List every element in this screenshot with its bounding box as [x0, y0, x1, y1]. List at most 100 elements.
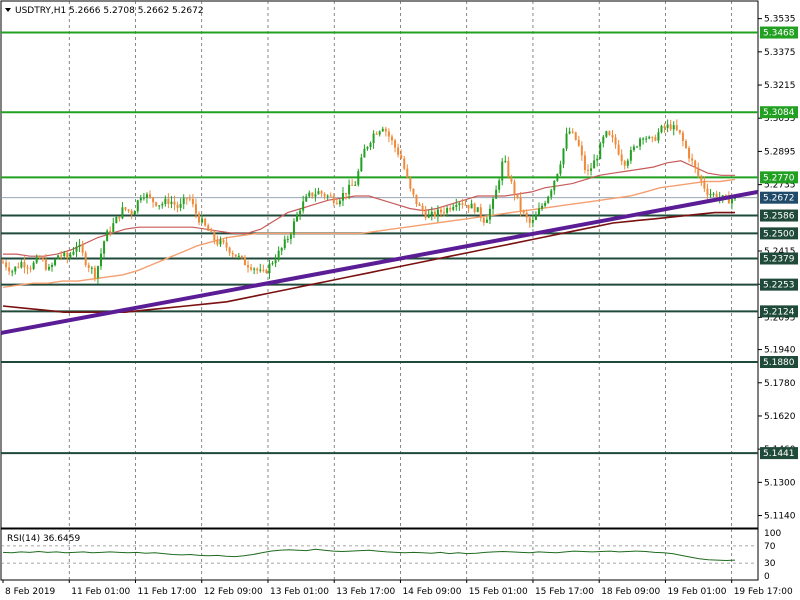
candle-body — [222, 240, 225, 243]
candle-body — [669, 124, 672, 130]
candle-body — [112, 223, 115, 233]
candle-body — [60, 255, 63, 257]
candle-body — [583, 155, 586, 170]
candle-body — [568, 131, 571, 134]
candle-body — [47, 267, 50, 270]
candle-body — [360, 157, 363, 172]
support-level-line-tag-label: 5.2586 — [763, 212, 795, 222]
candle-body — [149, 194, 152, 198]
moving-average-layer — [2, 160, 736, 314]
candle-body — [458, 203, 461, 205]
candle-body — [302, 201, 305, 211]
candle-body — [534, 214, 537, 220]
candle-body — [559, 164, 562, 174]
candle-body — [593, 160, 596, 169]
candle-body — [602, 136, 605, 144]
ma-mid-line — [2, 178, 736, 288]
candle-body — [666, 124, 669, 128]
candle-body — [11, 271, 14, 273]
candle-body — [504, 160, 507, 162]
candle-body — [280, 247, 283, 251]
candle-body — [700, 175, 703, 181]
candle-body — [439, 209, 442, 213]
candle-body — [436, 209, 439, 217]
candle-body — [286, 239, 289, 241]
candle-body — [605, 131, 608, 137]
candle-body — [210, 230, 213, 232]
candle-body — [311, 192, 314, 197]
support-level-line-tag-label: 5.1880 — [763, 358, 795, 368]
candle-body — [639, 138, 642, 147]
candle-body — [684, 141, 687, 148]
y-tick-label: 5.2415 — [764, 247, 796, 257]
candle-body — [335, 203, 338, 205]
candle-body — [384, 128, 387, 132]
support-level-line-tag-label: 5.1441 — [763, 449, 795, 459]
candle-body — [660, 125, 663, 133]
candle-body — [409, 177, 412, 189]
candle-body — [415, 194, 418, 205]
support-level-line-tag — [760, 305, 798, 318]
candle-body — [133, 211, 136, 215]
candle-body — [170, 201, 173, 204]
candle-body — [127, 209, 130, 211]
candle-body — [332, 196, 335, 204]
candle-body — [596, 158, 599, 161]
candle-body — [204, 218, 207, 226]
candle-body — [525, 212, 528, 218]
support-level-line-tag-label: 5.2500 — [763, 229, 795, 239]
candle-body — [35, 257, 38, 263]
candle-body — [57, 255, 60, 260]
candle-body — [338, 200, 341, 205]
y-tick-label: 5.1940 — [764, 346, 796, 356]
candle-body — [608, 131, 611, 136]
candle-body — [614, 137, 617, 145]
candle-body — [216, 240, 219, 245]
ma-fast-line — [3, 160, 735, 257]
candle-body — [571, 131, 574, 133]
candle-body — [54, 259, 57, 266]
candle-body — [93, 267, 96, 278]
candle-body — [2, 262, 4, 264]
candle-body — [250, 267, 253, 270]
candle-body — [130, 210, 133, 215]
x-tick-label: 8 Feb 2019 — [5, 587, 56, 597]
candle-body — [265, 269, 268, 273]
candle-body — [537, 208, 540, 215]
candle-body — [247, 265, 250, 268]
candle-body — [75, 246, 78, 252]
symbol-dropdown-icon[interactable] — [5, 8, 11, 12]
candle-body — [103, 241, 106, 254]
candle-body — [727, 196, 730, 204]
support-level-line-tag-label: 5.2124 — [763, 307, 795, 317]
candle-body — [394, 140, 397, 148]
candle-body — [26, 267, 29, 269]
candle-body — [510, 177, 513, 182]
rsi-layer — [1, 545, 758, 564]
current-price-tag-label: 5.2672 — [763, 194, 795, 204]
x-tick-label: 13 Feb 01:00 — [270, 587, 329, 597]
candle-body — [443, 212, 446, 214]
candle-body — [145, 194, 148, 198]
candle-body — [400, 154, 403, 159]
candle-body — [691, 158, 694, 161]
candle-body — [482, 217, 485, 223]
candle-body — [390, 136, 393, 141]
candle-body — [155, 202, 158, 206]
rsi-line — [2, 548, 736, 562]
candle-body — [430, 211, 433, 215]
candle-body — [403, 158, 406, 169]
candle-body — [296, 214, 299, 222]
candle-body — [495, 189, 498, 199]
candle-body — [663, 125, 666, 128]
x-tick-label: 12 Feb 09:00 — [204, 587, 263, 597]
candle-body — [259, 269, 262, 271]
candle-body — [372, 133, 375, 144]
grid-layer — [68, 1, 733, 580]
candle-body — [406, 168, 409, 178]
candle-body — [516, 194, 519, 198]
candle-body — [651, 136, 654, 138]
candle-body — [479, 207, 482, 218]
candle-body — [243, 257, 246, 266]
support-level-line-tag-label: 5.2379 — [763, 254, 795, 264]
